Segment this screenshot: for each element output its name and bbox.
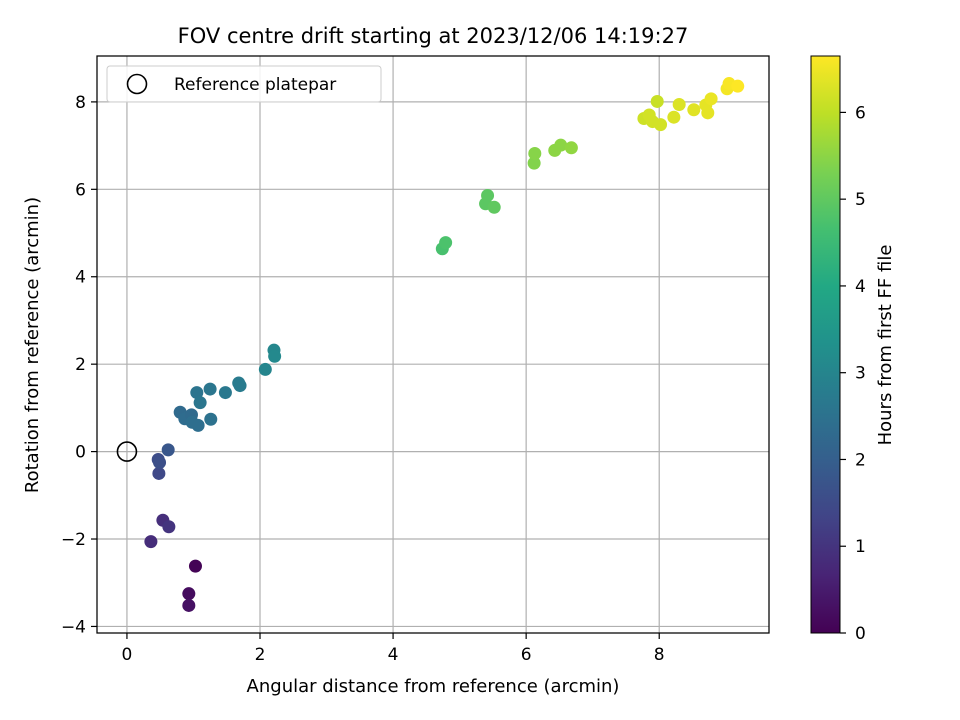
y-tick-label: 0 [75, 443, 86, 463]
data-point [191, 418, 205, 432]
data-point [731, 79, 745, 93]
data-point [667, 110, 681, 124]
data-point [672, 98, 686, 112]
colorbar-tick-label: 3 [855, 364, 866, 384]
y-tick-label: 2 [75, 355, 86, 375]
colorbar-tick-label: 6 [855, 103, 866, 123]
data-point [258, 362, 272, 376]
data-point [527, 156, 541, 170]
colorbar-ticks: 0 1 2 3 4 5 6 [840, 103, 866, 644]
data-point [701, 106, 715, 120]
data-point [188, 559, 202, 573]
colorbar-tick-label: 1 [855, 537, 866, 557]
colorbar-tick-label: 5 [855, 190, 866, 210]
grid-lines [97, 56, 769, 633]
data-point [268, 349, 282, 363]
colorbar-gradient [810, 55, 841, 634]
legend-entry: Reference platepar [174, 75, 336, 95]
data-point [182, 598, 196, 612]
colorbar-tick-label: 4 [855, 277, 866, 297]
data-point [161, 443, 175, 457]
legend-marker [126, 73, 148, 95]
x-axis-ticks: 0 2 4 6 8 [122, 633, 665, 665]
data-point [144, 535, 158, 549]
x-axis-label: Angular distance from reference (arcmin) [247, 676, 620, 697]
x-tick-label: 8 [654, 645, 665, 665]
colorbar-tick-label: 2 [855, 450, 866, 470]
data-point [204, 412, 218, 426]
plot-frame [96, 55, 770, 634]
data-point [190, 386, 204, 400]
chart-title: FOV centre drift starting at 2023/12/06 … [178, 24, 689, 48]
data-points [144, 77, 745, 612]
data-point [152, 466, 166, 480]
data-point [218, 386, 232, 400]
y-axis-ticks: −4 −2 0 2 4 6 8 [61, 93, 97, 637]
data-point [182, 587, 196, 601]
x-tick-label: 0 [122, 645, 133, 665]
y-tick-label: 6 [75, 180, 86, 200]
y-tick-label: −2 [61, 530, 86, 550]
y-tick-label: −4 [61, 617, 86, 637]
colorbar-tick-label: 0 [855, 624, 866, 644]
data-point [153, 456, 167, 470]
y-tick-label: 8 [75, 93, 86, 113]
data-point [203, 382, 217, 396]
data-point [162, 520, 176, 534]
data-point [554, 138, 568, 152]
x-tick-label: 4 [388, 645, 399, 665]
data-point [564, 141, 578, 155]
reference-platepar-marker [116, 441, 138, 462]
data-point [528, 146, 542, 160]
colorbar: 0 1 2 3 4 5 6 Hours from first FF file [810, 55, 896, 644]
data-point [687, 103, 701, 117]
data-point [704, 92, 718, 106]
data-point [481, 188, 495, 202]
data-point [650, 94, 664, 108]
data-point [487, 200, 501, 214]
y-axis-label: Rotation from reference (arcmin) [22, 197, 43, 493]
colorbar-label: Hours from first FF file [875, 245, 896, 446]
legend: Reference platepar [106, 65, 382, 103]
y-tick-label: 4 [75, 268, 86, 288]
data-point [193, 396, 207, 410]
data-point [439, 236, 453, 250]
legend-box [106, 65, 382, 103]
data-point [233, 379, 247, 393]
x-tick-label: 6 [521, 645, 532, 665]
x-tick-label: 2 [255, 645, 266, 665]
data-point [654, 118, 668, 132]
